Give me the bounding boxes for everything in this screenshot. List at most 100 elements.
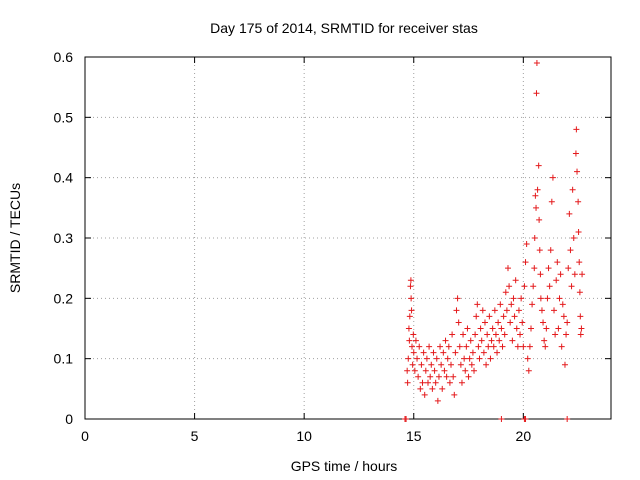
data-point	[467, 337, 474, 344]
data-point	[415, 373, 422, 380]
data-point	[452, 349, 459, 356]
data-point	[549, 174, 556, 181]
data-point	[449, 331, 456, 338]
data-point	[442, 337, 449, 344]
data-point	[432, 379, 439, 386]
data-point	[495, 319, 502, 326]
data-point	[536, 247, 543, 254]
data-point	[491, 307, 498, 314]
data-point	[492, 331, 499, 338]
data-point	[435, 373, 442, 380]
data-point	[542, 343, 549, 350]
data-point	[460, 331, 467, 338]
data-point	[410, 331, 417, 338]
data-point	[490, 343, 497, 350]
data-point	[486, 313, 493, 320]
data-point	[453, 307, 460, 314]
data-point	[405, 355, 412, 362]
y-tick-label: 0	[65, 411, 73, 427]
data-point	[450, 373, 457, 380]
data-point	[506, 283, 513, 290]
data-point	[473, 313, 480, 320]
data-point	[479, 307, 486, 314]
data-point	[521, 283, 528, 290]
data-point	[576, 289, 583, 296]
data-point	[463, 343, 470, 350]
x-tick-label: 20	[516, 428, 532, 444]
data-point	[501, 331, 508, 338]
data-point	[498, 416, 505, 422]
data-point	[532, 192, 539, 199]
data-point	[566, 210, 573, 217]
data-point	[472, 331, 479, 338]
data-point	[533, 90, 540, 97]
data-point	[533, 204, 540, 211]
data-point	[405, 325, 412, 332]
data-point	[570, 235, 577, 241]
data-point	[466, 355, 473, 362]
data-point	[468, 361, 475, 368]
data-point	[480, 349, 487, 356]
data-point	[564, 319, 571, 326]
data-point	[445, 343, 452, 350]
data-point	[408, 295, 415, 302]
data-point	[422, 367, 429, 374]
data-point	[546, 283, 553, 290]
data-point	[572, 150, 579, 157]
data-point	[416, 343, 423, 350]
data-point	[417, 385, 424, 392]
data-point	[407, 277, 414, 284]
data-point	[439, 385, 446, 392]
data-point	[474, 301, 481, 308]
data-point	[547, 247, 554, 254]
data-point	[574, 168, 581, 175]
y-tick-label: 0.2	[54, 290, 74, 306]
data-point	[410, 349, 417, 356]
data-point	[504, 265, 511, 272]
data-point	[560, 313, 567, 320]
data-point	[477, 325, 484, 332]
data-point	[563, 331, 570, 338]
data-point	[551, 307, 558, 314]
data-point	[522, 416, 529, 422]
data-point	[404, 379, 411, 386]
data-point	[429, 385, 436, 392]
data-point	[533, 60, 540, 67]
data-point	[500, 313, 507, 320]
data-point	[406, 313, 413, 320]
x-tick-label: 5	[191, 428, 199, 444]
data-point	[423, 355, 430, 362]
data-point	[437, 343, 444, 350]
data-point	[457, 361, 464, 368]
data-point	[503, 307, 510, 314]
y-tick-label: 0.1	[54, 351, 74, 367]
data-point	[440, 349, 447, 356]
x-tick-label: 0	[81, 428, 89, 444]
data-point	[494, 349, 501, 356]
grid-layer	[85, 57, 611, 419]
data-points-layer	[401, 60, 586, 422]
data-point	[531, 235, 538, 241]
data-point	[531, 265, 538, 272]
data-point	[537, 295, 544, 302]
data-point	[555, 325, 562, 332]
data-point	[552, 331, 559, 338]
data-point	[426, 343, 433, 350]
data-point	[579, 271, 586, 278]
data-point	[525, 367, 532, 374]
data-point	[475, 343, 482, 350]
data-point	[408, 343, 415, 350]
tick-layer: 0 0.1 0.2 0.3 0.4 0.5 0.6 0 5 10 15 20	[54, 49, 611, 444]
data-point	[481, 319, 488, 326]
data-point	[464, 325, 471, 332]
data-point	[523, 241, 530, 248]
x-axis-label: GPS time / hours	[291, 458, 398, 474]
data-point	[520, 343, 527, 350]
data-point	[577, 313, 584, 320]
data-point	[519, 319, 526, 326]
data-point	[578, 325, 585, 332]
data-point	[507, 319, 514, 326]
data-point	[528, 325, 535, 332]
data-point	[424, 379, 431, 386]
